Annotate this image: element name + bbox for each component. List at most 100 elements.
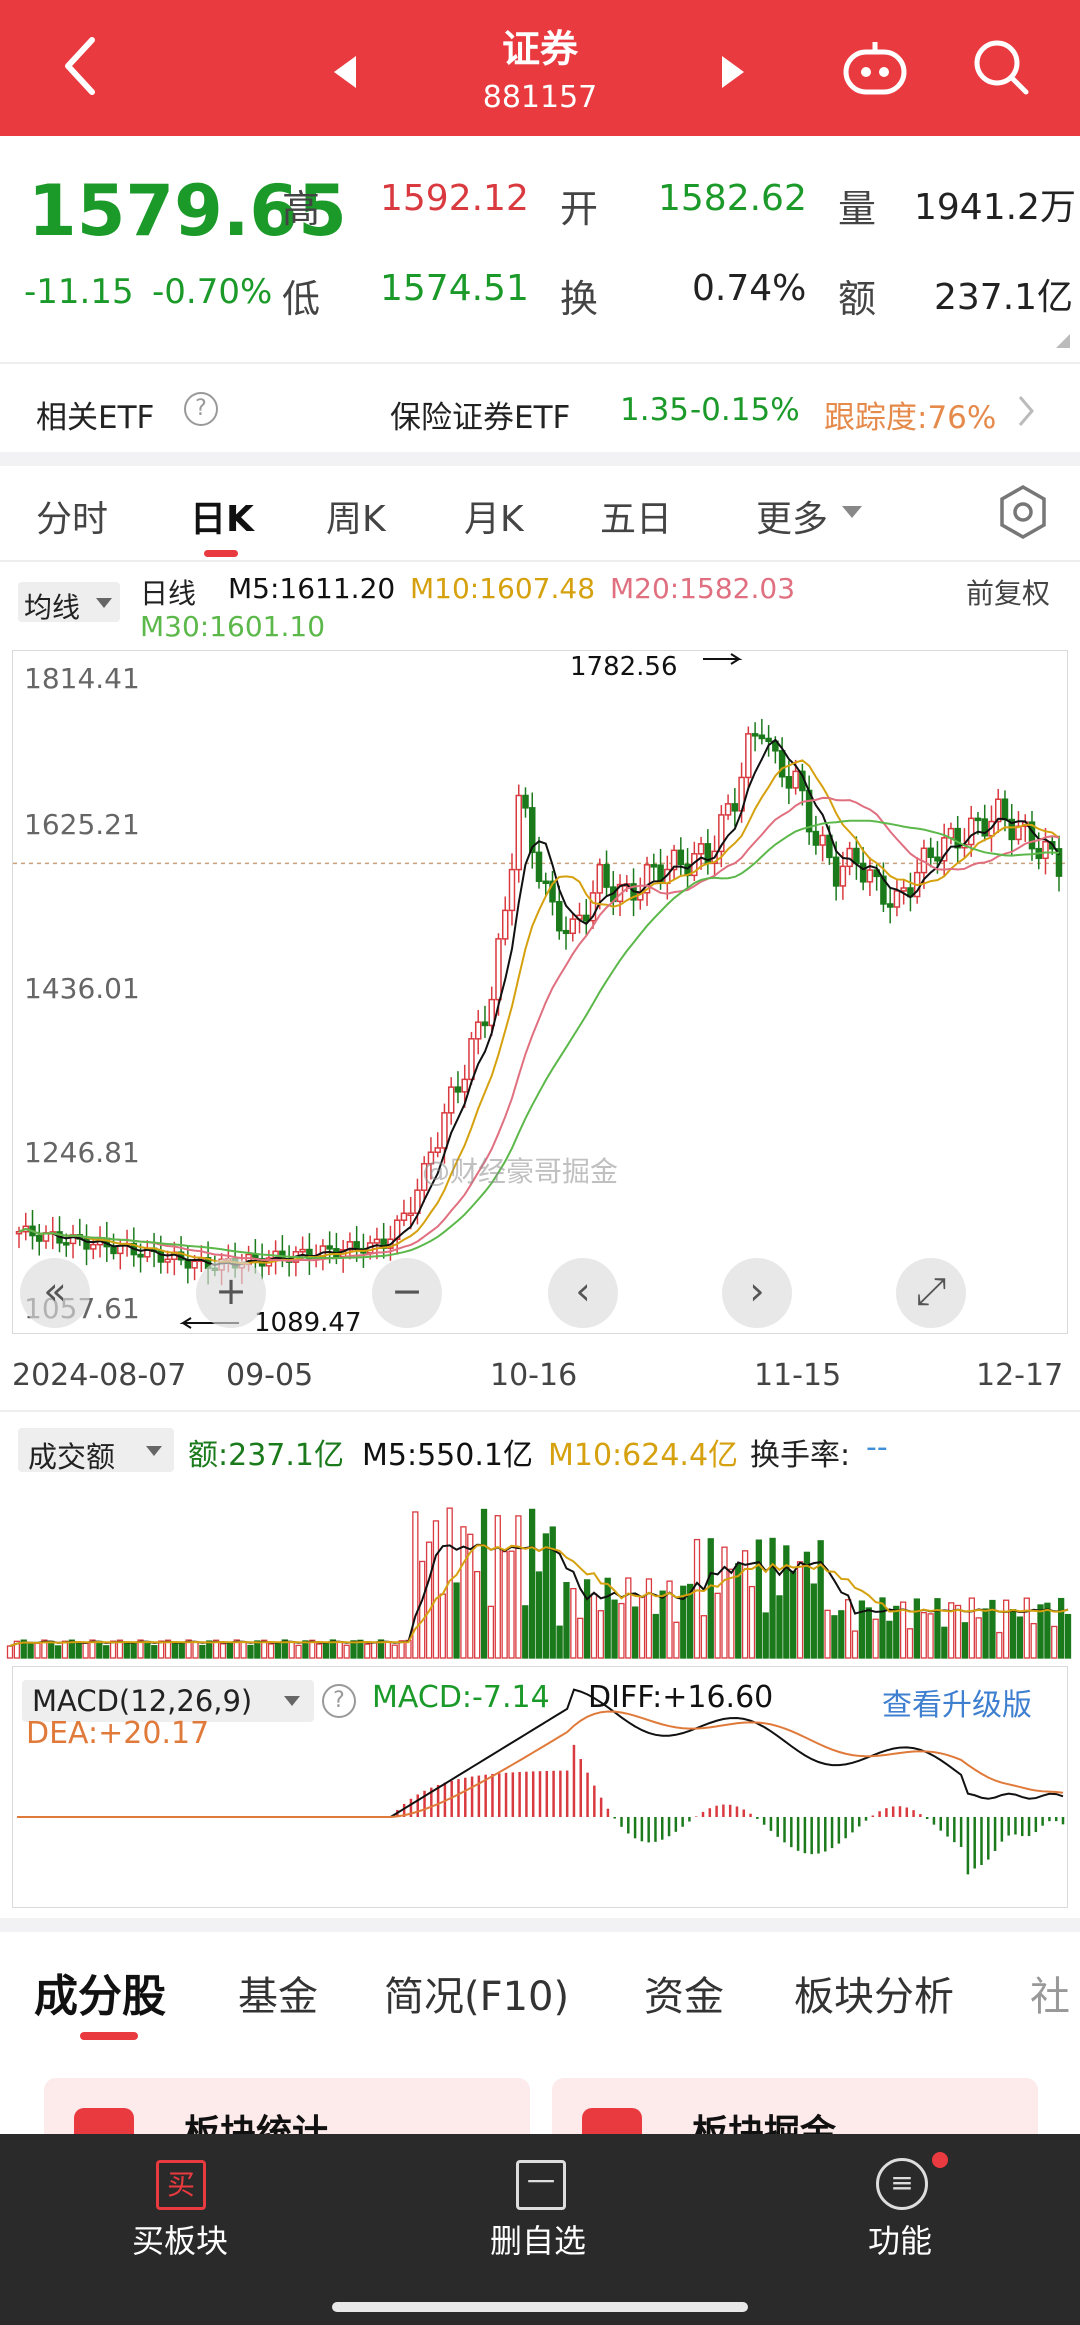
active-tab-indicator [204, 550, 238, 557]
x-tick: 10-16 [490, 1358, 578, 1393]
volume-chart[interactable] [6, 1480, 1072, 1660]
menu-icon[interactable]: ≡ [876, 2158, 928, 2210]
home-indicator [332, 2302, 748, 2312]
candle-body [596, 864, 604, 894]
ma-selector[interactable]: 均线 [18, 582, 120, 624]
candle-body [427, 1151, 435, 1165]
volume-bar [453, 1582, 460, 1659]
candle-body [353, 1241, 360, 1250]
tab-daily-k[interactable]: 日K [190, 499, 254, 540]
candle-body [832, 856, 840, 887]
upgrade-link[interactable]: 查看升级版 [882, 1688, 1032, 1723]
candle-body [569, 918, 577, 935]
volume-bar [556, 1625, 563, 1659]
fullscreen-button[interactable]: ⤢ [896, 1258, 966, 1328]
candle-body [515, 794, 522, 871]
volume-bar [446, 1507, 453, 1659]
macd-chart[interactable] [12, 1666, 1068, 1908]
buy-icon[interactable]: 买 [156, 2160, 206, 2210]
prev-stock-icon[interactable] [334, 56, 356, 88]
next-stock-icon[interactable] [722, 56, 744, 88]
adjust-mode[interactable]: 前复权 [966, 577, 1051, 610]
tab-intraday[interactable]: 分时 [36, 499, 109, 540]
search-icon[interactable] [970, 36, 1032, 98]
x-tick: 11-15 [754, 1358, 842, 1393]
help-icon[interactable]: ? [322, 1684, 356, 1718]
volume-bar [872, 1618, 879, 1659]
volume-bar [501, 1550, 508, 1659]
robot-icon[interactable] [842, 38, 908, 98]
volume-bar [1037, 1604, 1044, 1659]
volume-bar [474, 1570, 481, 1659]
dea-value: DEA:+20.17 [26, 1716, 210, 1751]
volume-bar [776, 1595, 783, 1659]
back-icon[interactable] [60, 36, 100, 96]
volume-bar [700, 1615, 708, 1659]
nav-functions[interactable]: 功能 [867, 2222, 932, 2260]
tab-more[interactable]: 更多 [756, 499, 829, 540]
chevron-right-icon[interactable] [1016, 394, 1036, 428]
expand-corner-icon[interactable] [1056, 334, 1070, 348]
tab-profile-f10[interactable]: 简况(F10) [384, 1974, 570, 2020]
kline-chart[interactable] [12, 650, 1068, 1334]
volume-bar [281, 1639, 288, 1659]
zoom-in-button[interactable]: + [196, 1258, 266, 1328]
etf-pct: -0.15% [690, 392, 800, 428]
candle-body [583, 914, 590, 922]
settings-hex-icon[interactable] [998, 484, 1048, 540]
volume-bar [20, 1639, 27, 1659]
card-sector-mining[interactable]: 板块掘金 [552, 2078, 1038, 2154]
scroll-right-button[interactable]: › [722, 1258, 792, 1328]
volume-bar [432, 1520, 440, 1659]
candle-body [522, 794, 529, 809]
tab-capital[interactable]: 资金 [644, 1974, 724, 2020]
tab-community[interactable]: 社 [1030, 1974, 1070, 2020]
candle-body [326, 1245, 333, 1250]
candle-body [677, 849, 685, 866]
help-icon[interactable]: ? [184, 392, 218, 426]
card-sector-stats[interactable]: 板块统计 [44, 2078, 530, 2154]
volume-bar [735, 1563, 742, 1659]
nav-remove-watchlist[interactable]: 删自选 [489, 2222, 586, 2260]
volume-bar [796, 1561, 804, 1659]
candle-body [454, 1086, 462, 1093]
candle-body [83, 1238, 90, 1250]
volume-bar [130, 1642, 137, 1659]
candle-body [36, 1234, 43, 1242]
candle-body [994, 798, 1002, 823]
etf-name[interactable]: 保险证券ETF [390, 400, 571, 436]
volume-bar [707, 1538, 714, 1659]
macd-selector[interactable]: MACD(12,26,9) [22, 1680, 314, 1722]
low-label: 低 [282, 277, 321, 321]
candle-body [886, 903, 894, 908]
candle-body [765, 737, 772, 743]
zoom-out-button[interactable]: − [372, 1258, 442, 1328]
tab-constituents[interactable]: 成分股 [34, 1971, 166, 2022]
top-bar: 证券 881157 [0, 0, 1080, 136]
tab-monthly-k[interactable]: 月K [464, 499, 524, 540]
volume-bar [659, 1590, 666, 1659]
scroll-left-fast-button[interactable]: « [20, 1258, 90, 1328]
candle-body [407, 1212, 414, 1217]
tab-weekly-k[interactable]: 周K [326, 499, 386, 540]
volume-bar [920, 1611, 927, 1659]
tab-funds[interactable]: 基金 [238, 1974, 318, 2020]
volume-bar [412, 1511, 419, 1659]
tab-five-day[interactable]: 五日 [600, 499, 673, 540]
volume-selector[interactable]: 成交额 [18, 1428, 174, 1474]
volume-bar [583, 1579, 591, 1659]
candle-body [461, 1078, 468, 1093]
tab-sector-analysis[interactable]: 板块分析 [794, 1974, 954, 2020]
volume-bar [391, 1644, 398, 1659]
remove-watchlist-icon[interactable]: 一 [516, 2160, 566, 2210]
divider [0, 362, 1080, 364]
candle-body [346, 1241, 354, 1251]
last-price: 1579.65 [28, 170, 347, 252]
open-label: 开 [560, 187, 599, 231]
candle-body [643, 864, 651, 894]
nav-buy-sector[interactable]: 买板块 [131, 2222, 228, 2260]
volume-bar [941, 1626, 948, 1659]
scroll-left-button[interactable]: ‹ [548, 1258, 618, 1328]
caret-down-icon [284, 1696, 300, 1706]
volume-bar [178, 1642, 185, 1659]
